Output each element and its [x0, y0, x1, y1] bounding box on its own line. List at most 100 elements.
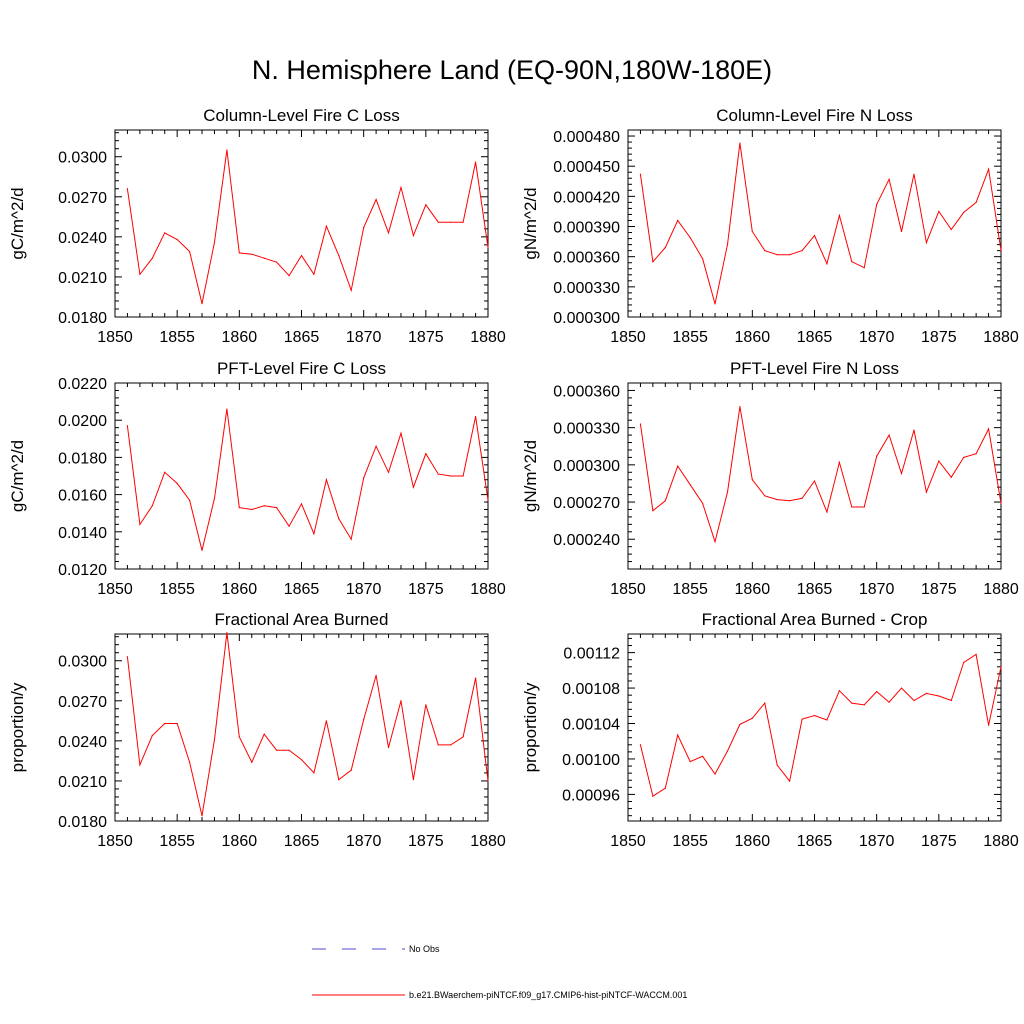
- y-tick-label: 0.00096: [562, 787, 620, 804]
- series-line: [639, 406, 1002, 544]
- y-tick-label: 0.000300: [553, 310, 620, 327]
- y-tick-label: 0.0210: [58, 774, 107, 791]
- data-point: [938, 695, 940, 697]
- data-point: [363, 477, 365, 479]
- x-tick-label: 1870: [859, 833, 895, 850]
- data-point: [425, 704, 427, 706]
- data-point: [313, 273, 315, 275]
- data-point: [1000, 250, 1002, 252]
- y-tick-label: 0.0200: [58, 413, 107, 430]
- data-point: [689, 484, 691, 486]
- data-point: [164, 471, 166, 473]
- data-point: [363, 226, 365, 229]
- chart-panel-6: 1850 1855 1860 1865 1870 1875 1880 0.00096 0.001…: [521, 610, 1019, 850]
- data-point: [751, 717, 753, 719]
- data-point: [726, 750, 729, 752]
- data-point: [450, 744, 452, 746]
- data-point: [876, 203, 878, 205]
- data-point: [677, 734, 679, 736]
- data-point: [238, 507, 240, 509]
- data-point: [263, 257, 265, 259]
- y-tick-label: 0.0240: [58, 734, 107, 751]
- data-point: [975, 653, 977, 655]
- data-point: [338, 518, 340, 520]
- data-point: [851, 261, 853, 263]
- data-point: [851, 506, 853, 508]
- x-tick-label: 1860: [222, 833, 258, 850]
- data-point: [826, 719, 828, 721]
- data-point: [888, 701, 890, 703]
- data-point: [863, 267, 865, 269]
- series-line: [126, 632, 489, 816]
- data-point: [126, 425, 129, 427]
- x-tick-label: 1875: [921, 833, 957, 850]
- data-point: [375, 445, 377, 447]
- data-point: [639, 423, 642, 425]
- y-tick-label: 0.0300: [58, 150, 107, 167]
- y-tick-label: 0.000240: [553, 532, 620, 549]
- data-point: [702, 502, 704, 504]
- data-point: [1000, 666, 1002, 668]
- data-point: [726, 491, 729, 493]
- data-point: [288, 525, 290, 527]
- chart-panel-3: 1850 1855 1860 1865 1870 1875 1880 0.0120 0.0140…: [8, 359, 506, 598]
- chart-panel-2: 1850 1855 1860 1865 1870 1875 1880 0.000300 0.00…: [521, 106, 1019, 346]
- x-tick-label: 1850: [97, 833, 133, 850]
- y-tick-label: 0.000360: [553, 383, 620, 400]
- data-point: [1000, 502, 1002, 504]
- data-point: [251, 253, 253, 255]
- data-point: [938, 460, 940, 462]
- data-point: [813, 480, 816, 482]
- data-point: [425, 453, 427, 455]
- y-tick-label: 0.0180: [58, 450, 107, 467]
- x-tick-label: 1855: [672, 581, 708, 598]
- y-tick-label: 0.0180: [58, 310, 107, 327]
- data-point: [751, 479, 753, 481]
- data-point: [789, 780, 791, 782]
- y-axis-label: gC/m^2/d: [8, 187, 27, 259]
- data-point: [764, 250, 766, 252]
- data-point: [226, 632, 228, 634]
- plot-frame: [114, 633, 489, 822]
- data-point: [913, 699, 915, 702]
- data-point: [987, 724, 990, 726]
- data-point: [313, 533, 315, 535]
- x-tick-label: 1850: [97, 581, 133, 598]
- y-tick-label: 0.0270: [58, 190, 107, 207]
- chart-panel-5: 1850 1855 1860 1865 1870 1875 1880 0.0180 0.0210…: [8, 610, 506, 850]
- y-tick-label: 0.000270: [553, 495, 620, 512]
- x-tick-label: 1880: [470, 833, 506, 850]
- y-axis-label: proportion/y: [8, 682, 27, 772]
- data-point: [639, 173, 642, 175]
- data-point: [412, 486, 414, 488]
- chart-title: Fractional Area Burned: [215, 610, 389, 629]
- x-tick-label: 1880: [983, 329, 1019, 346]
- x-tick-label: 1855: [159, 581, 195, 598]
- chart-title: Column-Level Fire C Loss: [203, 106, 400, 125]
- data-point: [338, 778, 340, 781]
- y-tick-label: 0.00108: [562, 681, 620, 698]
- y-tick-label: 0.00112: [563, 646, 620, 663]
- y-tick-label: 0.0160: [58, 488, 107, 505]
- data-point: [963, 661, 965, 663]
- data-point: [176, 722, 178, 725]
- data-point: [425, 204, 427, 206]
- series-line: [639, 143, 1002, 305]
- y-axis-label: gN/m^2/d: [521, 187, 540, 259]
- data-point: [739, 405, 741, 408]
- data-point: [300, 503, 303, 505]
- x-tick-label: 1855: [672, 329, 708, 346]
- data-point: [462, 736, 464, 738]
- data-point: [437, 744, 439, 746]
- x-tick-label: 1875: [408, 581, 444, 598]
- data-point: [963, 211, 965, 214]
- x-tick-label: 1870: [859, 329, 895, 346]
- data-point: [350, 289, 352, 291]
- data-point: [714, 773, 716, 775]
- data-point: [288, 749, 290, 751]
- y-tick-label: 0.0120: [58, 562, 107, 579]
- data-point: [139, 764, 141, 766]
- chart-title: PFT-Level Fire N Loss: [730, 359, 899, 378]
- data-point: [826, 263, 828, 265]
